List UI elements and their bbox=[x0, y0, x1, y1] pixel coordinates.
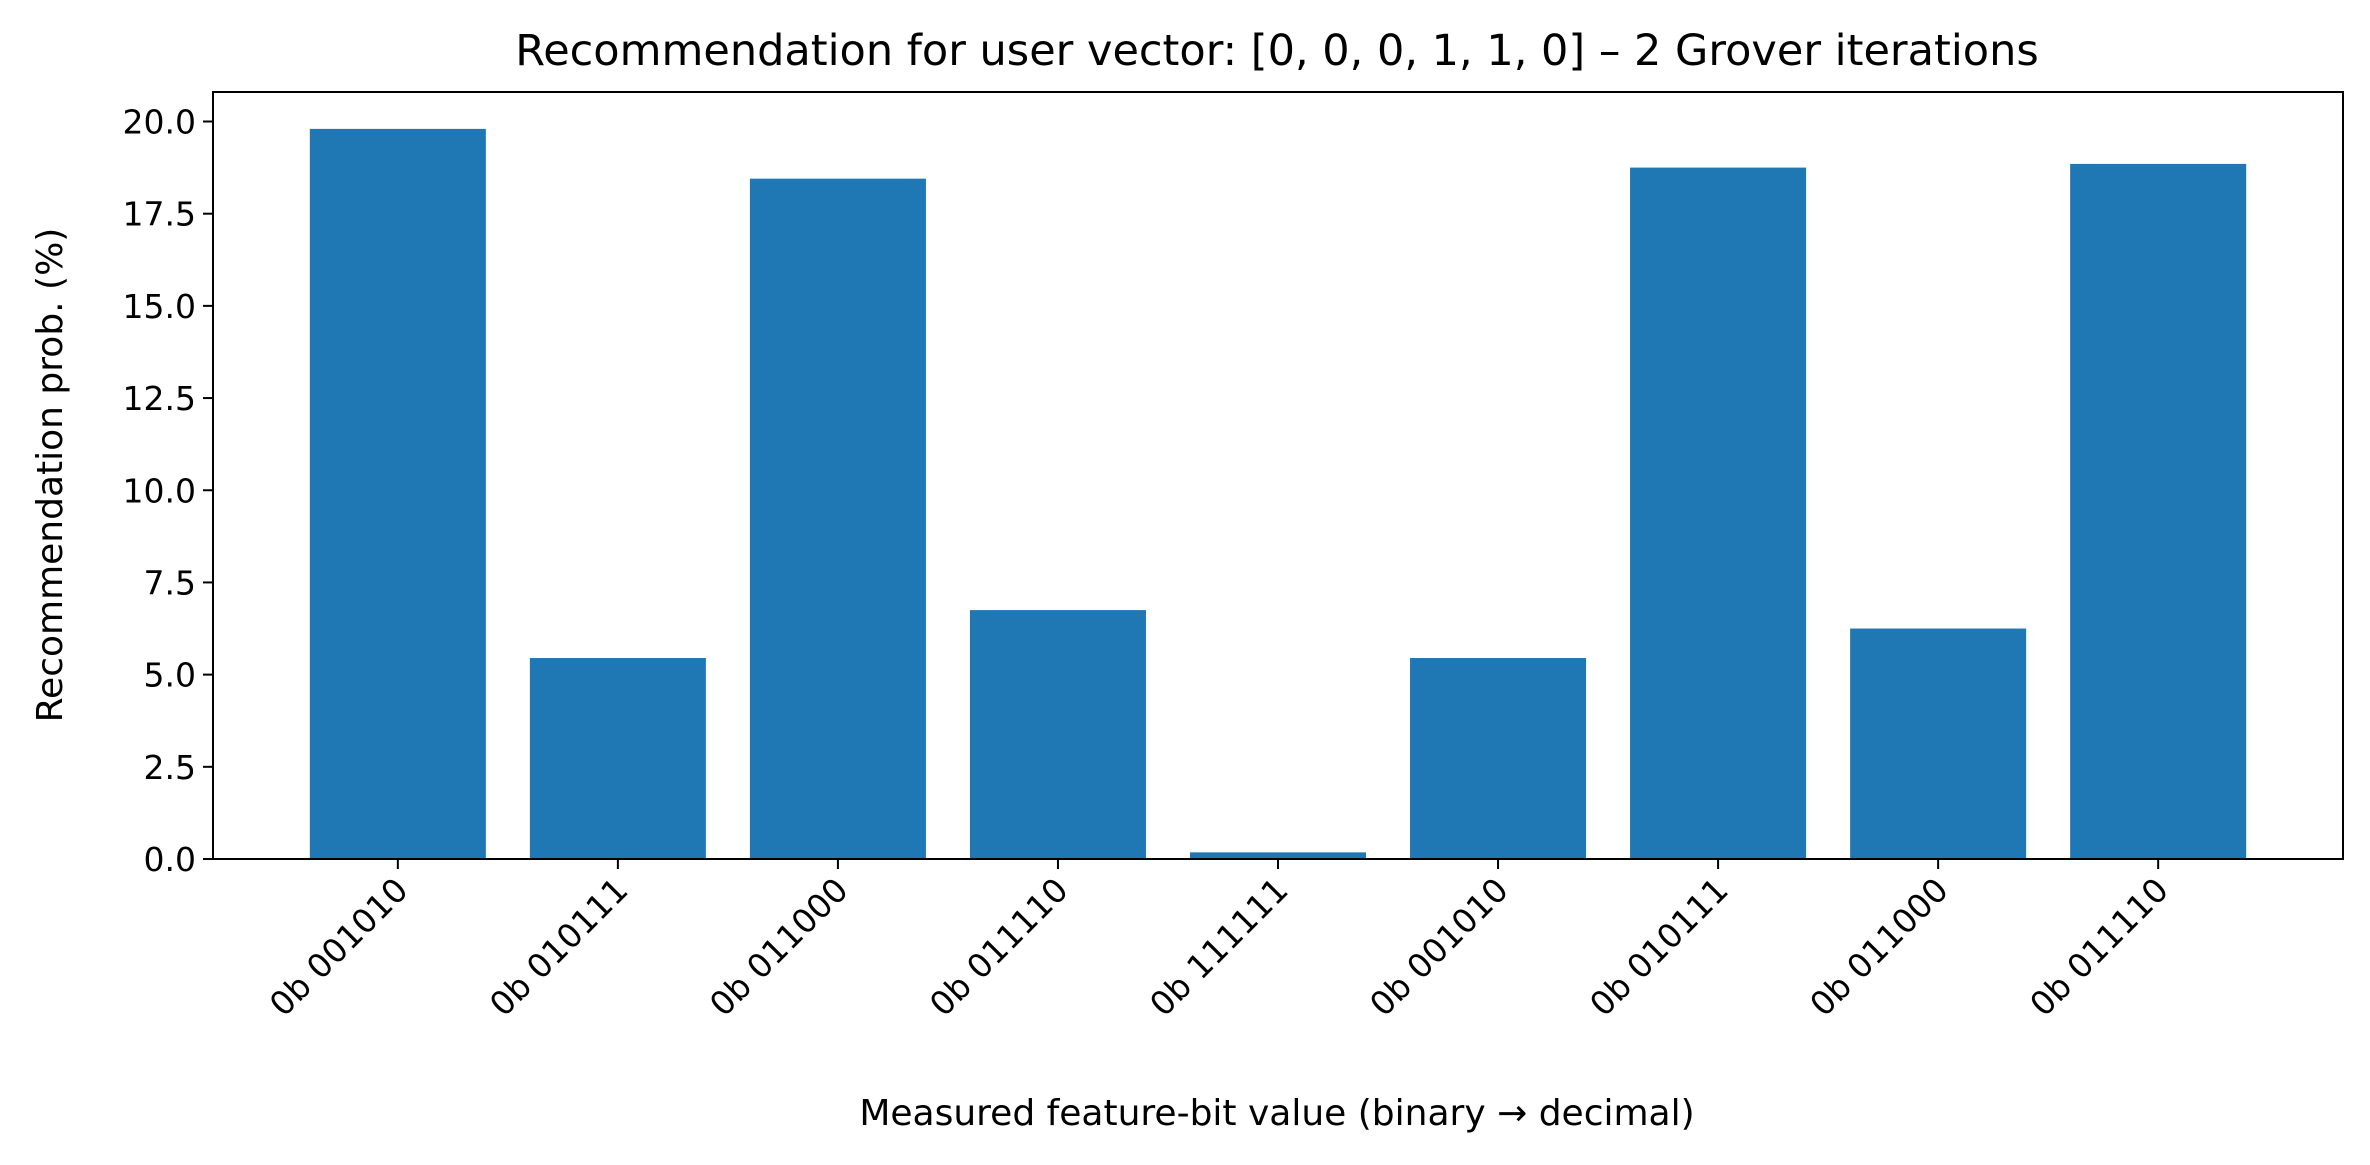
bar-1 bbox=[529, 658, 706, 859]
x-tick-label: 0b 011000 bbox=[702, 870, 856, 1024]
y-axis-label: Recommendation prob. (%) bbox=[30, 228, 71, 723]
x-tick-label: 0b 011110 bbox=[922, 870, 1076, 1024]
bar-5 bbox=[1410, 658, 1587, 859]
y-tick-label: 0.0 bbox=[144, 840, 196, 879]
y-tick-label: 17.5 bbox=[123, 195, 196, 234]
y-tick-label: 2.5 bbox=[144, 748, 196, 787]
plot-frame bbox=[212, 91, 2344, 860]
y-tick-label: 15.0 bbox=[123, 287, 196, 326]
bar-6 bbox=[1630, 167, 1807, 860]
x-tick-label: 0b 111111 bbox=[1142, 870, 1296, 1024]
bar-2 bbox=[749, 178, 926, 859]
y-tick-label: 10.0 bbox=[123, 471, 196, 510]
x-tick-label: 0b 011110 bbox=[2022, 870, 2176, 1024]
y-tick-label: 5.0 bbox=[144, 656, 196, 695]
x-tick-label: 0b 011000 bbox=[1802, 870, 1956, 1024]
bar-4 bbox=[1189, 852, 1367, 859]
x-tick-label: 0b 010111 bbox=[1582, 870, 1736, 1024]
x-tick-label: 0b 001010 bbox=[262, 870, 416, 1024]
bar-3 bbox=[969, 610, 1146, 859]
bar-7 bbox=[1850, 628, 2027, 859]
x-axis-ticks: 0b 001010 0b 010111 0b 011000 0b 011110 0b 1… bbox=[262, 859, 2176, 1024]
x-axis-label: Measured feature-bit value (binary → dec… bbox=[859, 1093, 1694, 1134]
x-tick-label: 0b 010111 bbox=[482, 870, 636, 1024]
bar-0 bbox=[309, 128, 486, 860]
y-tick-label: 12.5 bbox=[123, 379, 196, 418]
y-axis-ticks: 0.0 2.5 5.0 7.5 10.0 12.5 15.0 17.5 20.0 bbox=[123, 103, 213, 879]
bar-8 bbox=[2070, 163, 2247, 859]
chart-title: Recommendation for user vector: [0, 0, 0… bbox=[515, 26, 2038, 76]
y-tick-label: 20.0 bbox=[123, 103, 196, 142]
y-tick-label: 7.5 bbox=[144, 563, 196, 602]
bars-group bbox=[309, 128, 2247, 860]
x-tick-label: 0b 001010 bbox=[1362, 870, 1516, 1024]
